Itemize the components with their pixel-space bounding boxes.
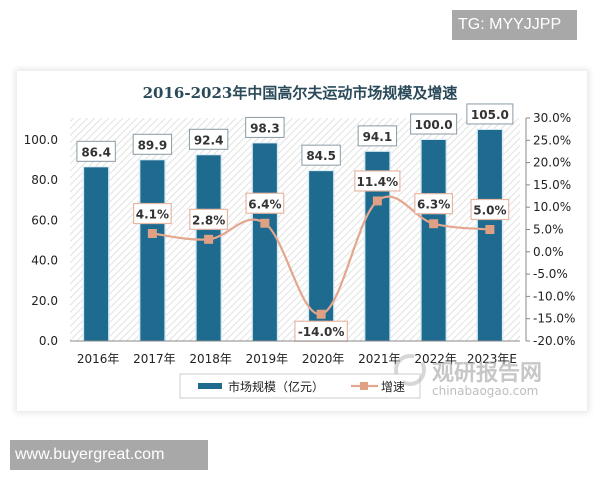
right-axis-tick-label: 30.0% (533, 111, 571, 125)
watermark-tg: TG: MYYJJPP (452, 10, 577, 40)
line-marker (372, 196, 382, 206)
chart-brand-watermark: 观研报告网 chinabaogao.com (394, 354, 542, 398)
bar (84, 167, 109, 341)
bar-value-label: 100.0 (415, 118, 453, 132)
left-axis: 0.0 20.0 40.0 60.0 80.0 100.0 (24, 133, 58, 348)
legend: 市场规模（亿元） 增速 (179, 373, 421, 399)
line-value-label: 4.1% (136, 208, 169, 222)
x-axis-tick-label: 2020年 (302, 352, 345, 366)
left-axis-tick-label: 60.0 (31, 213, 58, 227)
right-axis-tick-label: -10.0% (533, 289, 575, 303)
bar-value-label: 89.9 (138, 138, 168, 152)
right-axis-tick-label: -20.0% (533, 334, 575, 348)
line-value-label-box (470, 198, 510, 221)
right-axis-tick-label: 20.0% (533, 156, 571, 170)
left-axis-tick-label: 80.0 (31, 173, 58, 187)
bar-value-label: 94.1 (363, 130, 393, 144)
line-value-label-box (354, 170, 401, 192)
bar-value-label-box (132, 133, 173, 155)
line-series: 4.1% 2.8% 6.4% -14.0% 11.4% 6.3% 5.0% (132, 170, 510, 342)
legend-bar-swatch-icon (198, 383, 222, 389)
bar-value-label-box (76, 140, 116, 162)
bar (477, 129, 502, 341)
line-marker (316, 309, 326, 319)
bar-value-label: 98.3 (250, 121, 280, 135)
right-axis-tick-label: -15.0% (533, 312, 575, 326)
bar-value-label-box (466, 103, 514, 125)
bar (140, 160, 165, 341)
right-axis-tick-label: -5.0% (533, 267, 568, 281)
bar-series: 86.4 89.9 92.4 98.3 84.5 94.1 100.0 105.0 (76, 103, 514, 341)
line-marker (147, 229, 157, 239)
right-axis-tick-label: 5.0% (533, 223, 564, 237)
line-value-label: 6.3% (417, 198, 450, 212)
right-axis-tick-label: 10.0% (533, 200, 571, 214)
line-value-label-box (245, 192, 285, 214)
x-axis: 2016年 2017年 2018年 2019年 2020年 2021年 2022年 2023年… (70, 340, 520, 366)
line-value-label: 11.4% (357, 175, 399, 189)
line-marker (429, 219, 439, 229)
line-value-label: 2.8% (192, 213, 225, 227)
chart-title: 2016-2023年中国高尔夫运动市场规模及增速 (143, 84, 458, 102)
right-axis-tick-label: 0.0% (533, 245, 564, 259)
line-value-label-box (132, 202, 172, 225)
legend-line-label: 增速 (381, 380, 405, 394)
x-axis-tick-label: 2023年E (467, 352, 517, 366)
left-axis-tick-label: 40.0 (31, 254, 58, 268)
bar-value-label: 86.4 (81, 145, 111, 159)
bar (421, 140, 446, 341)
line-value-label-box (414, 193, 454, 215)
bar-value-label-box (410, 113, 458, 135)
brand-name: 观研报告网 (432, 361, 542, 386)
left-axis-tick-label: 0.0 (39, 334, 58, 348)
bar-value-label-box (245, 116, 285, 138)
bar (252, 143, 277, 341)
right-axis-tick-label: 25.0% (533, 133, 571, 147)
bar (196, 155, 221, 341)
x-axis-tick-label: 2016年 (77, 352, 120, 366)
bar-value-label: 92.4 (194, 133, 224, 147)
line-marker (204, 234, 214, 244)
watermark-url: www.buyergreat.com (10, 440, 208, 470)
line-value-label: 6.4% (248, 197, 281, 211)
x-axis-tick-label: 2021年 (358, 352, 401, 366)
bar-value-label-box (301, 144, 341, 166)
x-axis-tick-label: 2018年 (189, 352, 232, 366)
line-value-label-box (189, 208, 229, 230)
brand-logo-icon (394, 354, 426, 386)
line-value-label: 5.0% (473, 204, 506, 218)
bar-value-label: 105.0 (471, 108, 509, 122)
line-value-label: -14.0% (298, 325, 345, 339)
legend-bar-label: 市场规模（亿元） (228, 379, 324, 394)
x-axis-tick-label: 2017年 (133, 352, 176, 366)
left-axis-tick-label: 100.0 (24, 133, 58, 147)
left-axis-tick-label: 20.0 (31, 294, 58, 308)
bar-value-label-box (357, 125, 398, 147)
line-marker (260, 218, 270, 228)
right-axis-tick-label: 15.0% (533, 178, 571, 192)
bar-value-label-box (188, 128, 229, 150)
x-axis-tick-label: 2022年 (414, 352, 457, 366)
line-marker (485, 225, 495, 234)
right-axis: -20.0% -15.0% -10.0% -5.0% 0.0% 5.0% 10.0% 15.0… (525, 111, 575, 348)
x-axis-tick-label: 2019年 (246, 352, 289, 366)
bar-value-label: 84.5 (306, 149, 336, 163)
brand-url: chinabaogao.com (432, 384, 538, 398)
legend-marker-icon (360, 382, 368, 390)
